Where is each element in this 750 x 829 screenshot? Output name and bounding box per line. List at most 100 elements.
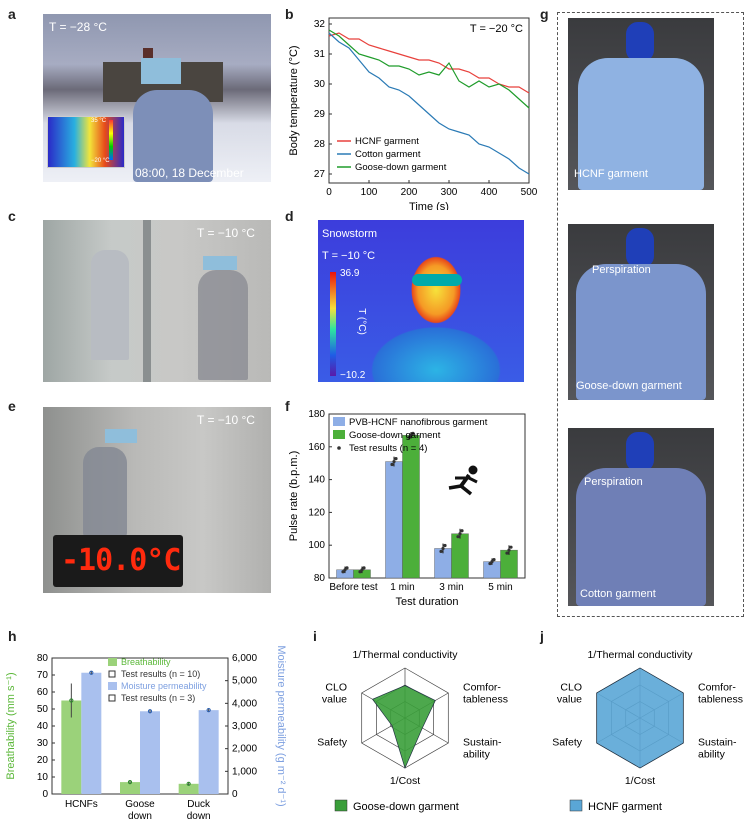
test-point xyxy=(507,548,511,552)
y-tick-label-left: 40 xyxy=(37,721,49,732)
panel-label-i: i xyxy=(313,628,317,644)
test-point xyxy=(392,459,396,464)
x-axis-label: Time (s) xyxy=(409,201,449,210)
legend-swatch xyxy=(108,658,117,666)
photo-cotton-perspiration: Perspiration Cotton garment xyxy=(568,428,714,606)
bar xyxy=(198,710,219,794)
mannequin xyxy=(91,250,129,360)
test-point xyxy=(69,698,74,703)
bar xyxy=(402,435,420,579)
chart-radar-goose-down: 1/Thermal conductivity Comfor-tableness Su… xyxy=(317,649,508,813)
x-tick-label: 0 xyxy=(326,187,332,198)
x-tick-label: down xyxy=(128,811,152,822)
y-tick-label-right: 0 xyxy=(232,789,238,800)
y-tick-label: 120 xyxy=(308,507,325,518)
test-point xyxy=(206,708,211,713)
y-tick-label: 180 xyxy=(308,409,325,420)
y-tick-label-left: 0 xyxy=(42,789,48,800)
legend-label: HCNF garment xyxy=(355,136,419,147)
bar xyxy=(61,700,82,794)
inset-cb-top: 35 °C xyxy=(91,118,107,124)
photo-outdoor-winter: 35 °C −20 °C T = −28 °C 08:00, 18 Decemb… xyxy=(43,14,271,182)
photo-c-temp: T = −10 °C xyxy=(197,226,255,240)
radar-axis-label: ability xyxy=(698,749,726,761)
photo-thermal-snowstorm: Snowstorm T = −10 °C 36.9 −10.2 T (°C) xyxy=(318,220,524,382)
legend-label: Moisture permeability xyxy=(121,681,207,691)
jacket-shape xyxy=(576,264,706,400)
plot-frame xyxy=(328,413,526,579)
x-tick-label: Before test xyxy=(329,582,378,593)
chart-breathability: 0 10 20 30 40 50 60 70 80 0 1,000 2,000 3,000 4,000 5,… xyxy=(5,645,287,822)
photo-goose-down-perspiration: Perspiration Goose-down garment xyxy=(568,224,714,400)
test-point xyxy=(505,551,509,555)
panel-label-b: b xyxy=(285,6,294,22)
y-tick-label-right: 1,000 xyxy=(232,766,257,777)
y-tick-label-left: 60 xyxy=(37,687,49,698)
radar-axis-label: 1/Thermal conductivity xyxy=(587,649,693,661)
colorbar xyxy=(330,272,336,376)
radar-axis-label: CLO xyxy=(560,682,582,694)
y-tick-label: 28 xyxy=(314,139,326,150)
g-label-3b: Cotton garment xyxy=(580,588,656,600)
radar-axis-label: Safety xyxy=(317,737,348,749)
balaclava xyxy=(626,228,654,268)
thermal-inset xyxy=(47,116,125,168)
legend-point xyxy=(337,446,341,450)
panel-label-h: h xyxy=(8,628,17,644)
legend-label: PVB-HCNF nanofibrous garment xyxy=(349,417,488,428)
legend-label: HCNF garment xyxy=(588,801,662,813)
legend-label: Test results (n = 4) xyxy=(349,443,427,454)
running-person-icon xyxy=(448,465,478,496)
legend-swatch xyxy=(333,417,345,426)
colorbar-top: 36.9 xyxy=(340,268,360,279)
legend-marker xyxy=(108,670,116,678)
legend-label: Test results (n = 3) xyxy=(121,693,195,703)
y-tick-label: 160 xyxy=(308,442,325,453)
y-tick-label: 80 xyxy=(314,573,326,584)
test-point xyxy=(147,709,153,714)
y-tick-label-right: 3,000 xyxy=(232,721,257,732)
jacket-shape xyxy=(576,468,706,606)
panel-label-e: e xyxy=(8,398,16,414)
photo-hcnf-garment: HCNF garment xyxy=(568,18,714,190)
x-tick-label: 400 xyxy=(481,187,498,198)
y-tick-label-left: 10 xyxy=(37,772,49,783)
x-tick-label: 500 xyxy=(521,187,538,198)
test-point xyxy=(411,431,415,435)
photo-d-temp: T = −10 °C xyxy=(322,250,376,262)
bar xyxy=(385,461,403,579)
panel-label-a: a xyxy=(8,6,16,22)
inset-colorbar xyxy=(109,120,113,160)
series-line-1 xyxy=(328,32,530,175)
test-point xyxy=(439,549,443,554)
test-point xyxy=(186,781,191,786)
radar-axis-label: value xyxy=(557,694,582,706)
test-point xyxy=(358,570,362,574)
bar xyxy=(81,672,102,794)
panel-label-d: d xyxy=(285,208,294,224)
radar-area xyxy=(596,667,684,769)
y-tick-label: 31 xyxy=(314,49,326,60)
chart-radar-hcnf: 1/Thermal conductivity Comfor-tableness Su… xyxy=(552,649,743,813)
y-tick-label-left: 30 xyxy=(37,738,49,749)
inset-cb-bottom: −20 °C xyxy=(91,158,110,164)
y-axis-label-left: Breathability (mm s⁻¹) xyxy=(5,672,17,779)
y-tick-label-right: 4,000 xyxy=(232,698,257,709)
panel-label-f: f xyxy=(285,398,290,414)
radar-axis-label: Sustain- xyxy=(463,737,502,749)
x-tick-label: 100 xyxy=(361,187,378,198)
radar-axis-label: tableness xyxy=(698,694,743,706)
colorbar-unit: T (°C) xyxy=(355,308,367,335)
test-point xyxy=(362,566,366,570)
radar-axis-label: Safety xyxy=(552,737,583,749)
panel-label-j: j xyxy=(540,628,544,644)
y-tick-label: 29 xyxy=(314,109,326,120)
sunglasses-shape xyxy=(412,274,462,286)
y-tick-label-left: 50 xyxy=(37,704,49,715)
photo-a-temp: T = −28 °C xyxy=(49,20,107,34)
chart-body-temperature: 0 100 200 300 400 500 27 28 29 30 31 32 Time (s) Body… xyxy=(288,17,538,210)
x-tick-label: Duck xyxy=(187,799,211,810)
test-point xyxy=(458,532,462,536)
legend-label: Cotton garment xyxy=(355,149,421,160)
radar-area xyxy=(371,685,436,770)
